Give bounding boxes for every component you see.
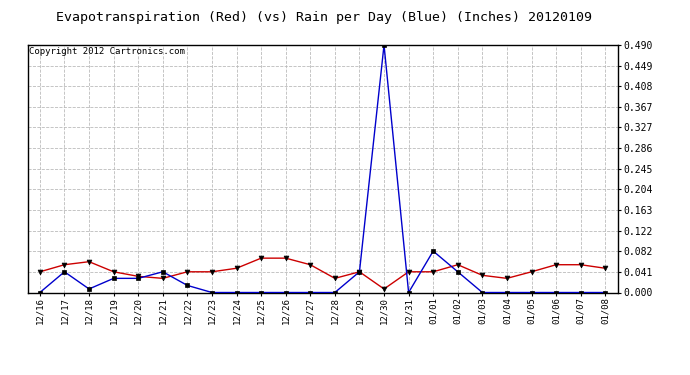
Text: Copyright 2012 Cartronics.com: Copyright 2012 Cartronics.com: [29, 48, 185, 57]
Text: Evapotranspiration (Red) (vs) Rain per Day (Blue) (Inches) 20120109: Evapotranspiration (Red) (vs) Rain per D…: [57, 11, 592, 24]
